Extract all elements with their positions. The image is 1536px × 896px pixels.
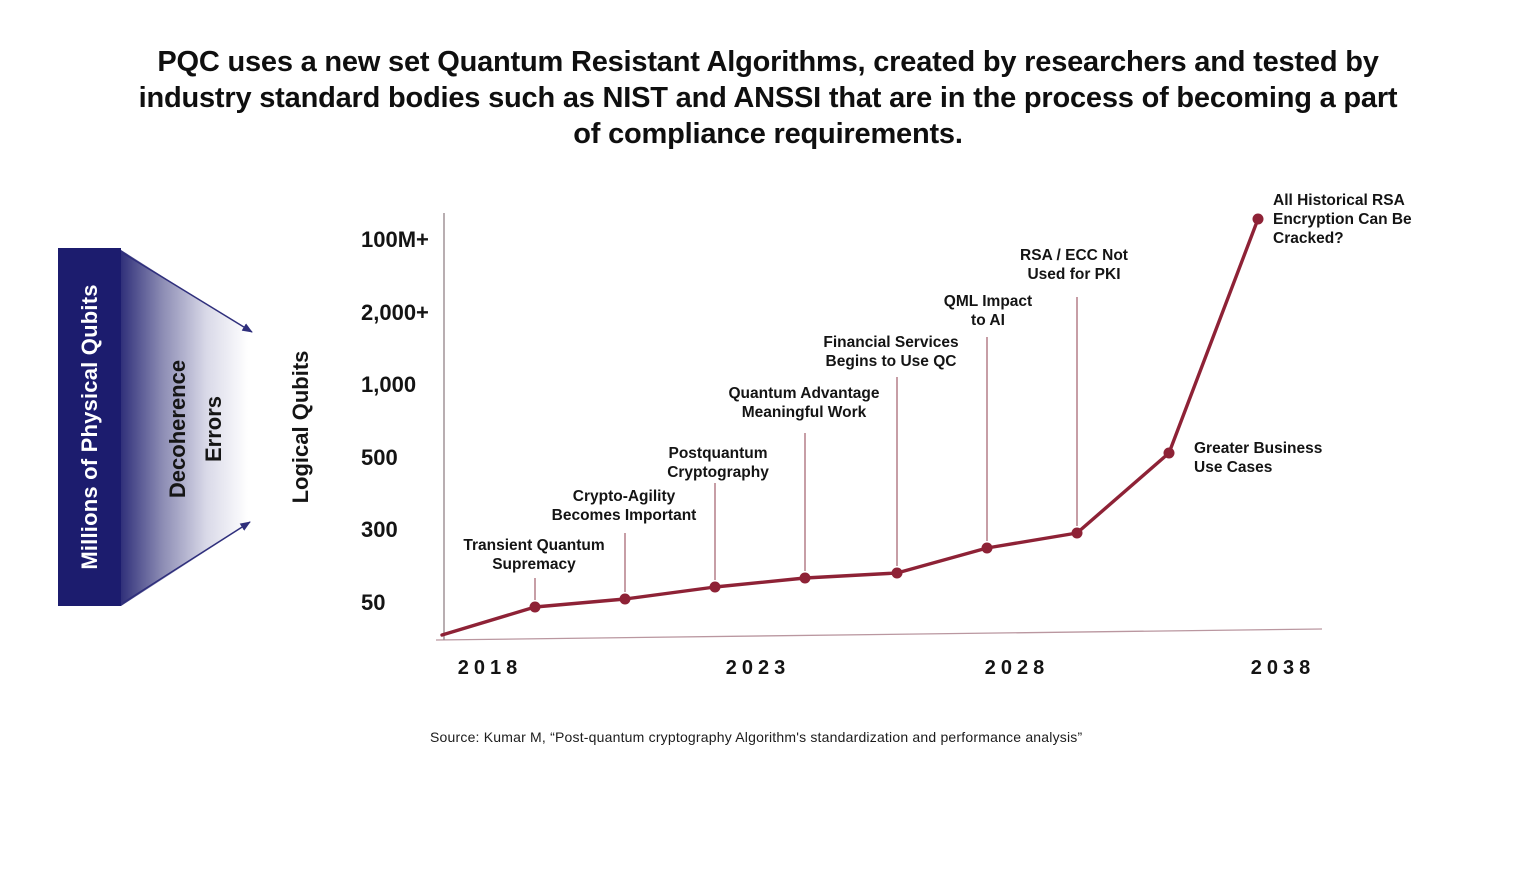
y-tick-label: 100M+ (361, 227, 429, 252)
milestone-label-line: Transient Quantum (463, 537, 605, 554)
data-point (799, 572, 811, 584)
physical-qubits-bar (58, 248, 121, 606)
source-citation: Source: Kumar M, “Post-quantum cryptogra… (430, 729, 1083, 745)
y-tick-label: 2,000+ (361, 300, 429, 325)
slide-title-line-1: PQC uses a new set Quantum Resistant Alg… (157, 46, 1379, 78)
data-point (529, 601, 541, 613)
milestone-label-line: Financial Services (823, 334, 959, 351)
milestone-label-line: Begins to Use QC (825, 353, 957, 370)
milestone-label-line: RSA / ECC Not (1020, 247, 1128, 264)
milestone-label-line: Supremacy (492, 556, 576, 573)
funnel-arrow-bottom (122, 521, 251, 604)
x-tick-label: 2023 (725, 657, 791, 679)
data-point (1252, 213, 1264, 225)
milestone-label-line: Quantum Advantage (728, 385, 880, 402)
x-tick-label: 2018 (457, 657, 523, 679)
milestone-label-line: Encryption Can Be (1273, 211, 1412, 228)
milestone-label: Greater Business Use Cases (1194, 439, 1322, 477)
y-tick-label: 1,000 (361, 372, 417, 397)
x-tick-label: 2028 (984, 657, 1050, 679)
milestone-label: Quantum Advantage Meaningful Work (729, 384, 880, 422)
milestone-label: Postquantum Cryptography (667, 444, 769, 482)
milestone-label-line: Becomes Important (551, 507, 697, 524)
slide-title: PQC uses a new set Quantum Resistant Alg… (0, 44, 1536, 152)
milestone-label-line: Use Cases (1194, 459, 1273, 476)
milestone-label-line: Crypto-Agility (572, 488, 676, 505)
y-tick-label: 500 (361, 445, 398, 470)
milestone-label-line: Meaningful Work (741, 404, 867, 421)
milestone-label-line: Cryptography (667, 464, 769, 481)
x-axis-line (435, 628, 1323, 641)
data-point (981, 542, 993, 554)
y-tick-label: 300 (361, 517, 398, 542)
data-point (1163, 447, 1175, 459)
slide-title-line-3: of compliance requirements. (573, 118, 963, 150)
milestone-label-line: Used for PKI (1027, 266, 1121, 283)
milestone-label: QML Impact to AI (944, 292, 1032, 330)
milestone-label-line: Cracked? (1273, 230, 1344, 247)
data-point (709, 581, 721, 593)
milestone-label-line: QML Impact (943, 293, 1033, 310)
y-tick-label: 50 (361, 590, 386, 615)
data-point (619, 593, 631, 605)
milestone-label: Financial Services Begins to Use QC (823, 333, 958, 371)
slide-title-line-2: industry standard bodies such as NIST an… (138, 82, 1398, 114)
milestone-label-line: Greater Business (1194, 440, 1323, 457)
milestone-label-line: to AI (971, 312, 1005, 329)
funnel-arrow-top (122, 252, 253, 333)
milestone-label: All Historical RSA Encryption Can Be Crack… (1273, 191, 1412, 248)
milestone-label: Transient Quantum Supremacy (463, 536, 604, 574)
data-point (1071, 527, 1083, 539)
milestone-label: Crypto-Agility Becomes Important (552, 487, 697, 525)
milestone-label-line: All Historical RSA (1273, 192, 1405, 209)
data-point (891, 567, 903, 579)
milestone-label: RSA / ECC Not Used for PKI (1020, 246, 1128, 284)
milestone-label-line: Postquantum (668, 445, 768, 462)
x-tick-label: 2038 (1250, 657, 1316, 679)
trend-line (440, 217, 1260, 637)
